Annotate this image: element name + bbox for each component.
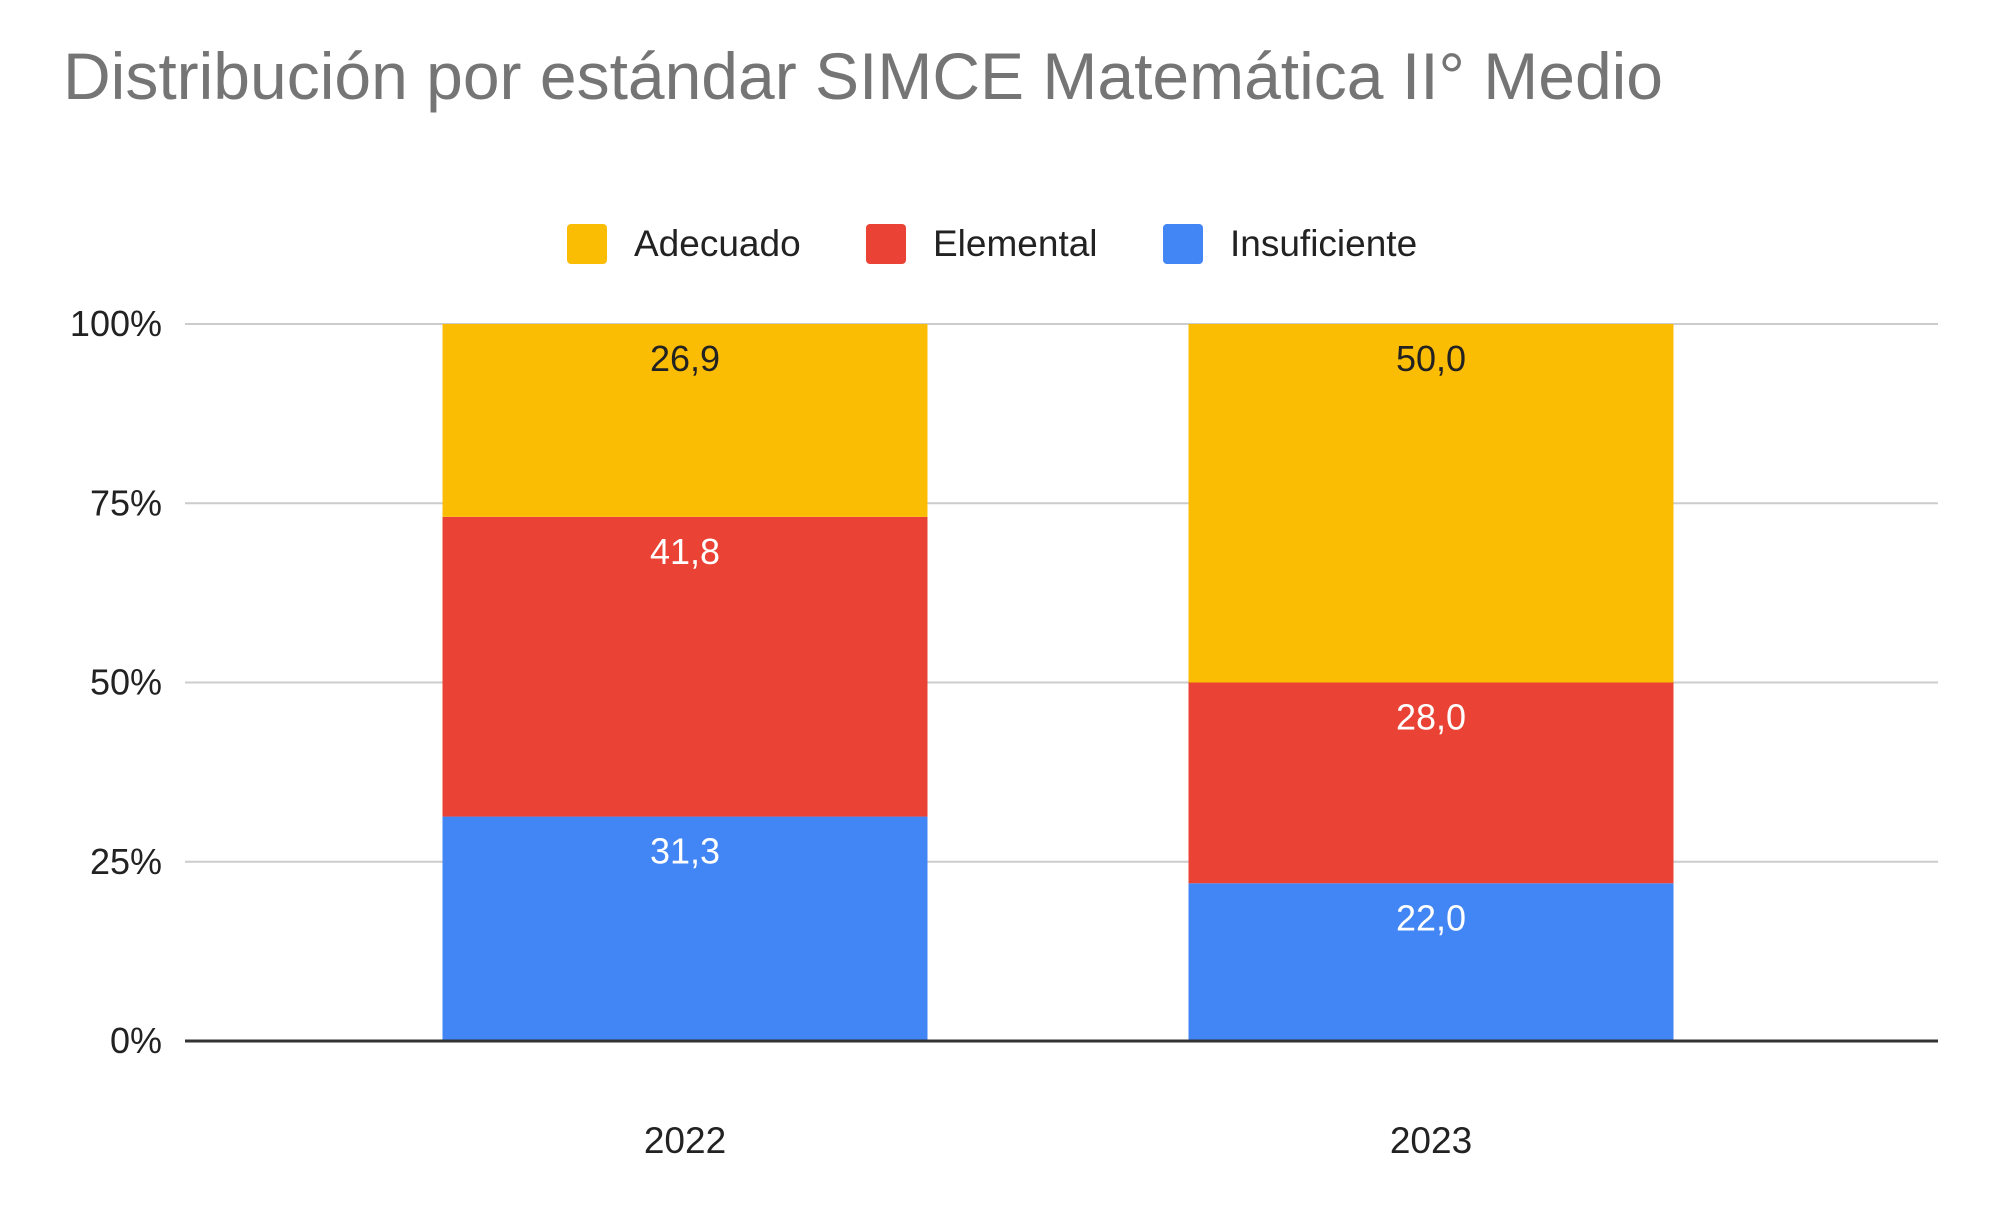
x-tick-label-2022: 2022 [644,1120,726,1161]
data-label-insuficiente-2022: 31,3 [650,831,720,872]
data-label-adecuado-2022: 26,9 [650,338,720,379]
legend-item-insuficiente: Insuficiente [1163,222,1417,266]
legend-item-elemental: Elemental [866,222,1098,266]
bar-segment-elemental-2022 [442,516,928,817]
y-tick-label: 50% [90,662,162,703]
bar-segment-adecuado-2023 [1188,324,1674,683]
legend-label-elemental: Elemental [933,223,1098,264]
bar-segment-elemental-2023 [1188,682,1674,884]
data-label-elemental-2023: 28,0 [1396,697,1466,738]
bar-segment-insuficiente-2023 [1188,883,1674,1041]
y-tick-label: 25% [90,841,162,882]
chart-title: Distribución por estándar SIMCE Matemáti… [63,39,1664,113]
y-tick-label: 0% [110,1020,162,1061]
legend-swatch-adecuado [567,224,607,264]
bar-segment-adecuado-2022 [442,324,928,517]
data-label-adecuado-2023: 50,0 [1396,338,1466,379]
data-label-elemental-2022: 41,8 [650,531,720,572]
legend-label-insuficiente: Insuficiente [1230,223,1418,264]
legend: Adecuado Elemental Insuficiente [0,222,1998,266]
y-tick-label: 100% [70,303,162,344]
legend-label-adecuado: Adecuado [634,223,801,264]
legend-swatch-elemental [866,224,906,264]
bar-segment-insuficiente-2022 [442,816,928,1041]
data-label-insuficiente-2023: 22,0 [1396,897,1466,938]
x-tick-label-2023: 2023 [1390,1120,1472,1161]
legend-swatch-insuficiente [1163,224,1203,264]
y-tick-label: 75% [90,482,162,523]
legend-item-adecuado: Adecuado [567,222,801,266]
